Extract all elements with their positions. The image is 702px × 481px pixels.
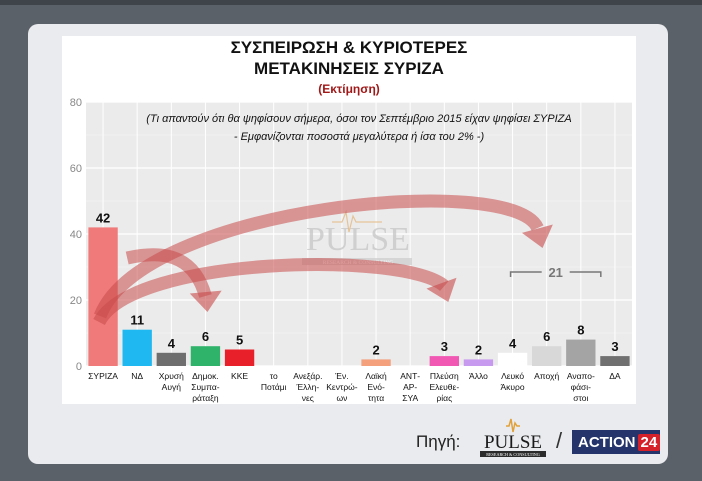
category-label: τητα	[368, 393, 384, 403]
bar-value-label: 5	[236, 333, 243, 348]
category-label: ράταξη	[192, 393, 219, 403]
category-label: ΔΑ	[609, 371, 621, 381]
bar	[156, 352, 186, 366]
top-bar	[0, 0, 702, 5]
category-label: ΝΔ	[131, 371, 143, 381]
category-label: ρίας	[436, 393, 452, 403]
bar-value-label: 3	[441, 339, 448, 354]
category-label: Ενό-	[367, 382, 385, 392]
chart-title-line2: ΜΕΤΑΚΙΝΗΣΕΙΣ ΣΥΡΙΖΑ	[254, 59, 444, 78]
category-label: Αναπο-	[567, 371, 595, 381]
watermark-text: PULSE	[306, 221, 410, 258]
category-label: Ποτάμι	[261, 382, 287, 392]
bar-value-label: 6	[543, 329, 550, 344]
category-label: Αυγή	[162, 382, 182, 392]
action24-logo: ACTION 24	[572, 430, 661, 454]
bar-value-label: 42	[96, 210, 110, 225]
category-label: Άλλο	[469, 371, 488, 381]
bar-value-label: 11	[130, 313, 144, 328]
flow-arrow-to-abstention	[94, 194, 544, 319]
bar-value-label: 3	[611, 339, 618, 354]
bar	[497, 352, 528, 366]
category-label: Δημοκ.	[192, 371, 219, 381]
bar-value-label: 4	[509, 336, 517, 351]
category-label: Λευκό	[501, 371, 524, 381]
category-label: φάσι-	[571, 382, 592, 392]
logo-separator: /	[556, 428, 563, 453]
bar	[600, 356, 630, 366]
category-label: ων	[336, 393, 347, 403]
category-label: το	[270, 371, 278, 381]
action24-logo-number: 24	[637, 433, 661, 451]
chart-note-line1: (Τι απαντούν ότι θα ψηφίσουν σήμερα, όσο…	[146, 113, 571, 125]
bar	[361, 359, 391, 366]
chart-note-line2: - Εμφανίζονται ποσοστά μεγαλύτερα ή ίσα …	[234, 131, 485, 143]
flow-arrow-to-plefsi-head	[426, 277, 457, 302]
bar	[463, 359, 494, 366]
bar	[190, 346, 221, 366]
pulse-logo: PULSE RESEARCH & CONSULTING	[480, 418, 546, 457]
y-tick-label: 20	[70, 295, 82, 307]
y-tick-label: 0	[76, 361, 82, 373]
bar-value-label: 4	[168, 336, 176, 351]
flow-arrow-to-dimsym	[125, 248, 212, 299]
category-label: ΑΝΤ-	[400, 371, 420, 381]
category-label: Έν.	[334, 371, 348, 381]
category-label: ΣΥΡΙΖΑ	[88, 371, 118, 381]
bar-value-label: 2	[372, 342, 379, 357]
flow-arrow-to-dimsym-head	[189, 290, 222, 312]
bar	[566, 339, 596, 366]
category-label: Πλεύση	[430, 371, 459, 381]
bracket-line	[509, 271, 602, 277]
category-label: νες	[302, 393, 314, 403]
bar-value-label: 6	[202, 329, 209, 344]
bar	[224, 349, 255, 366]
bar	[532, 346, 562, 366]
flow-arrow-to-abstention-head	[521, 224, 553, 248]
y-tick-label: 40	[70, 229, 82, 241]
watermark-pulse-icon	[332, 209, 382, 233]
category-label: Συμπα-	[191, 382, 219, 392]
svg-text:PULSE: PULSE	[484, 432, 542, 453]
chart-title-line1: ΣΥΣΠΕΙΡΩΣΗ & ΚΥΡΙΟΤΕΡΕΣ	[230, 38, 468, 57]
bracket-label: 21	[548, 265, 562, 280]
svg-text:RESEARCH & CONSULTING: RESEARCH & CONSULTING	[486, 452, 540, 457]
y-tick-label: 60	[70, 163, 82, 175]
bar	[429, 356, 459, 366]
flow-arrow-to-plefsi	[93, 258, 449, 326]
bar-value-label: 2	[475, 342, 482, 357]
category-label: ΚΚΕ	[231, 371, 248, 381]
source-label: Πηγή:	[416, 432, 461, 451]
category-label: Αποχή	[534, 371, 559, 381]
category-label: στοι	[573, 393, 588, 403]
y-tick-label: 80	[70, 97, 82, 109]
category-label: ΣΥΑ	[402, 393, 418, 403]
chart-subtitle: (Εκτίμηση)	[318, 82, 380, 96]
category-label: Ανεξάρ.	[293, 371, 322, 381]
action24-logo-text: ACTION	[578, 433, 636, 451]
bar	[122, 329, 152, 366]
bar-value-label: 8	[577, 323, 584, 338]
category-label: Έλλη-	[295, 382, 319, 392]
category-label: ΑΡ-	[403, 382, 417, 392]
category-label: Χρυσή	[159, 371, 184, 381]
category-label: Λαϊκή	[365, 371, 387, 381]
chart-panel: ΣΥΣΠΕΙΡΩΣΗ & ΚΥΡΙΟΤΕΡΕΣ ΜΕΤΑΚΙΝΗΣΕΙΣ ΣΥΡ…	[62, 36, 636, 404]
category-label: Άκυρο	[500, 382, 524, 392]
category-label: Κεντρώ-	[326, 382, 358, 392]
category-label: Ελευθε-	[429, 382, 459, 392]
